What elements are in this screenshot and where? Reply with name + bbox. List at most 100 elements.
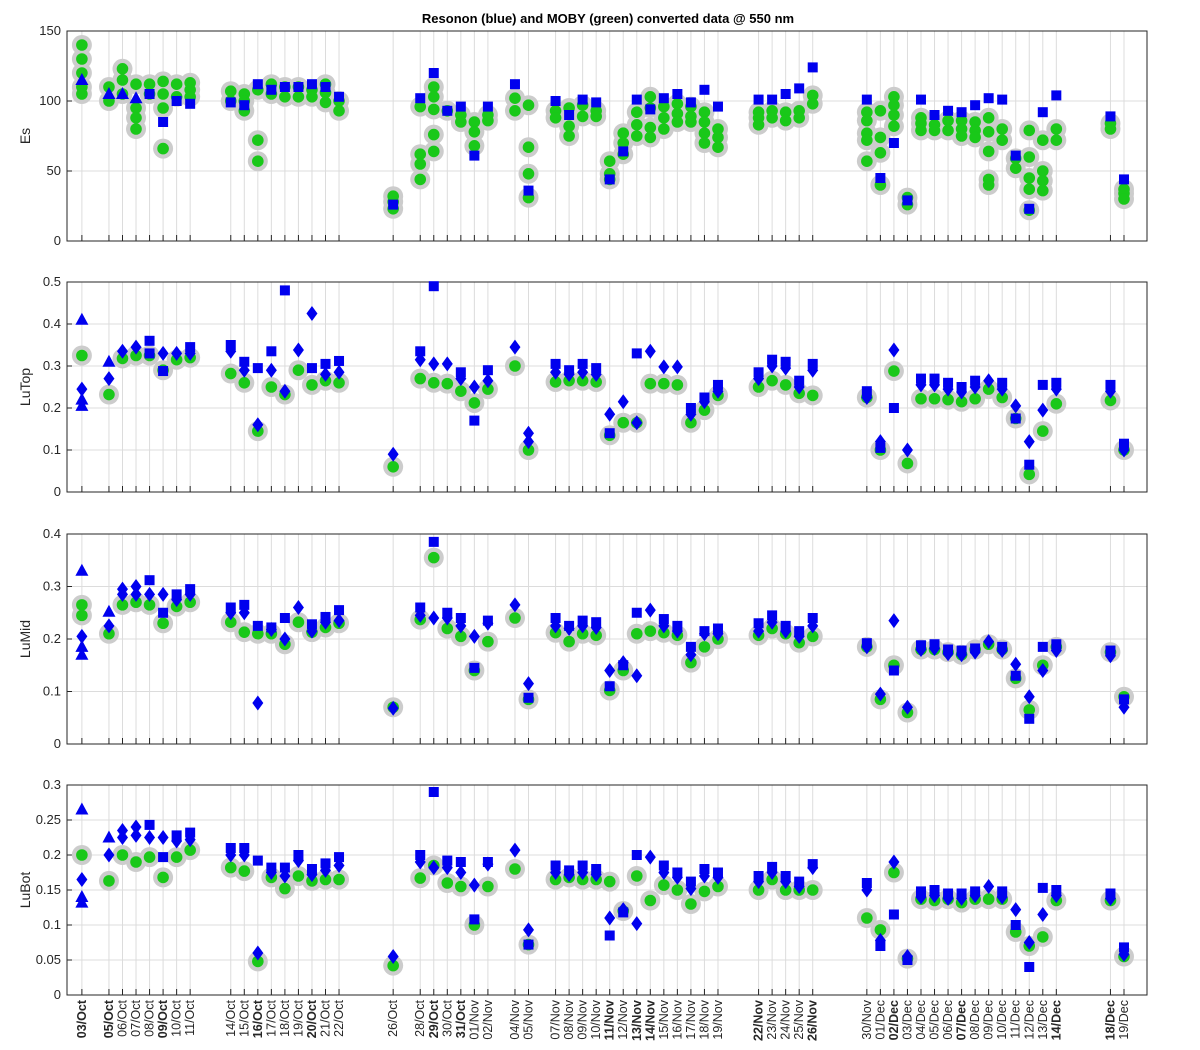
resonon-point-square xyxy=(956,107,967,118)
moby-point xyxy=(76,39,88,51)
moby-point xyxy=(1036,134,1049,146)
resonon-point-diamond xyxy=(265,622,277,638)
resonon-point-square xyxy=(523,939,534,950)
resonon-point-diamond xyxy=(265,362,277,378)
resonon-point-diamond xyxy=(468,379,480,395)
resonon-point-diamond xyxy=(252,417,264,433)
resonon-point-diamond xyxy=(1023,689,1035,705)
moby-point xyxy=(712,123,724,135)
resonon-point-square xyxy=(334,355,345,366)
x-tick-label: 09/Dec xyxy=(982,1000,996,1040)
resonon-point-diamond xyxy=(184,832,196,848)
moby-point xyxy=(319,873,332,886)
resonon-point-diamond xyxy=(888,854,900,870)
moby-point xyxy=(130,596,142,609)
y-tick-label: 0.15 xyxy=(36,882,61,897)
moby-point xyxy=(414,158,427,170)
moby-point xyxy=(658,123,670,135)
resonon-point-triangle xyxy=(75,392,89,405)
resonon-point-triangle xyxy=(102,604,116,617)
moby-point xyxy=(76,599,88,611)
resonon-point-diamond xyxy=(509,597,521,613)
resonon-point-diamond xyxy=(225,847,237,863)
moby-point xyxy=(1023,124,1036,137)
resonon-point-diamond xyxy=(279,383,291,399)
resonon-point-diamond xyxy=(130,586,142,602)
resonon-point-square xyxy=(902,195,913,206)
x-tick-label: 11/Oct xyxy=(183,999,197,1035)
y-tick-label: 0.4 xyxy=(43,316,61,331)
moby-point xyxy=(996,391,1008,404)
resonon-point-square xyxy=(604,930,615,941)
moby-point xyxy=(779,106,792,118)
x-tick-label: 01/Nov xyxy=(467,999,481,1039)
moby-point xyxy=(942,114,954,127)
moby-point xyxy=(996,134,1008,146)
moby-point xyxy=(76,88,88,100)
resonon-point-square xyxy=(1051,90,1062,101)
moby-point xyxy=(644,377,657,390)
resonon-point-diamond xyxy=(793,379,805,395)
resonon-point-square xyxy=(1037,882,1048,893)
resonon-point-diamond xyxy=(103,371,115,387)
resonon-point-square xyxy=(807,613,818,623)
resonon-point-square xyxy=(712,101,723,112)
moby-point xyxy=(644,91,657,103)
moby-point xyxy=(1023,183,1036,195)
moby-point xyxy=(143,599,156,611)
moby-point xyxy=(306,379,318,391)
moby-point xyxy=(712,880,724,893)
resonon-point-diamond xyxy=(130,827,142,843)
moby-point xyxy=(157,75,169,88)
resonon-point-square xyxy=(239,599,250,610)
moby-point xyxy=(549,376,562,388)
moby-point xyxy=(427,128,440,141)
x-tick-label: 02/Nov xyxy=(481,999,495,1039)
resonon-point-diamond xyxy=(523,922,535,938)
moby-point xyxy=(143,851,156,863)
resonon-point-square xyxy=(428,68,439,78)
resonon-point-diamond xyxy=(1104,890,1116,906)
resonon-point-square xyxy=(888,665,899,676)
resonon-point-square xyxy=(252,620,263,631)
moby-point xyxy=(157,142,169,155)
x-tick-label: 08/Oct xyxy=(143,999,157,1036)
resonon-point-diamond xyxy=(455,371,467,387)
resonon-point-diamond xyxy=(685,881,697,897)
resonon-point-diamond xyxy=(658,618,670,634)
x-tick-label: 21/Oct xyxy=(318,999,332,1036)
moby-point xyxy=(712,141,724,153)
resonon-point-square xyxy=(888,138,899,148)
resonon-point-diamond xyxy=(996,643,1008,659)
moby-point xyxy=(928,124,941,137)
resonon-point-diamond xyxy=(956,647,968,663)
y-tick-label: 0.3 xyxy=(43,579,61,594)
resonon-point-diamond xyxy=(658,865,670,880)
resonon-point-square xyxy=(577,358,588,369)
moby-point xyxy=(468,397,481,409)
moby-point xyxy=(806,884,819,896)
x-tick-label: 26/Nov xyxy=(806,1000,820,1041)
resonon-point-square xyxy=(158,366,169,377)
moby-point xyxy=(184,844,196,856)
resonon-point-square xyxy=(685,97,696,108)
moby-point xyxy=(982,145,995,158)
resonon-point-diamond xyxy=(590,867,602,883)
resonon-point-square xyxy=(279,285,290,296)
resonon-point-diamond xyxy=(604,406,616,422)
moby-point xyxy=(1023,151,1036,163)
resonon-point-triangle xyxy=(102,354,116,367)
moby-point xyxy=(482,383,494,395)
resonon-point-diamond xyxy=(1118,946,1130,962)
resonon-point-diamond xyxy=(116,830,128,845)
moby-point xyxy=(292,870,305,882)
resonon-point-square xyxy=(144,89,155,99)
resonon-point-diamond xyxy=(252,695,264,711)
moby-point xyxy=(292,91,305,103)
resonon-point-diamond xyxy=(157,345,169,361)
y-tick-label: 0.4 xyxy=(43,526,61,541)
y-tick-label: 0.3 xyxy=(43,777,61,792)
x-tick-label: 07/Oct xyxy=(129,999,143,1036)
moby-point xyxy=(874,105,887,117)
resonon-point-diamond xyxy=(130,819,142,835)
